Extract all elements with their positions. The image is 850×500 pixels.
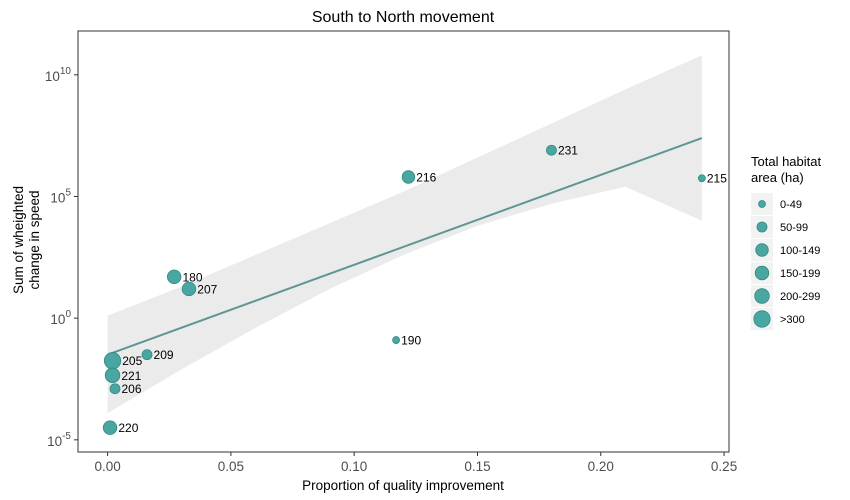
legend-label-1: 50-99 (780, 222, 808, 234)
data-point-label-215: 215 (707, 172, 727, 186)
x-axis: 0.00 0.05 0.10 0.15 0.20 0.25 (94, 452, 737, 474)
data-point-label-205: 205 (122, 354, 142, 368)
trend-line (107, 137, 703, 356)
plot-border (77, 30, 730, 453)
data-point-209 (141, 349, 153, 361)
data-point-label-209: 209 (154, 348, 174, 362)
y-tick-label: 105 (50, 187, 71, 205)
legend-entries: 0-49 50-99 100-149 150-199 200-299 >300 (751, 193, 820, 330)
data-point-205 (103, 352, 122, 370)
data-point-206 (109, 383, 121, 395)
chart-title: South to North movement (312, 9, 495, 26)
legend-key-4 (754, 288, 770, 304)
x-axis-title: Proportion of quality improvement (302, 478, 504, 493)
y-axis-title-line-1: Sum of wheighted (11, 186, 26, 294)
data-point-216 (401, 170, 416, 184)
data-point-label-220: 220 (118, 421, 138, 435)
confidence-band (107, 55, 702, 414)
data-point-label-207: 207 (197, 282, 217, 296)
confidence-band-layer (107, 55, 702, 414)
x-tick-label: 0.20 (588, 459, 614, 474)
data-point-label-216: 216 (416, 171, 436, 185)
data-point-231 (546, 144, 557, 156)
y-axis-title-line-2: change in speed (27, 190, 42, 289)
y-tick-label: 10-5 (47, 431, 71, 449)
y-axis-title: Sum of wheighted change in speed (11, 186, 42, 294)
data-point-180 (166, 269, 182, 284)
data-point-label-231: 231 (558, 144, 578, 158)
data-point-190 (392, 336, 401, 344)
legend-title-line-2: area (ha) (751, 170, 804, 185)
legend-title-line-1: Total habitat (751, 154, 821, 169)
x-tick-label: 0.25 (711, 459, 737, 474)
x-tick-label: 0.05 (218, 459, 244, 474)
data-point-220 (102, 420, 118, 435)
data-point-215 (697, 174, 706, 183)
legend-label-3: 150-199 (780, 268, 820, 280)
data-point-label-206: 206 (121, 382, 141, 396)
x-tick-label: 0.15 (464, 459, 490, 474)
legend-key-2 (755, 243, 769, 257)
x-tick-label: 0.10 (341, 459, 367, 474)
legend-label-4: 200-299 (780, 291, 820, 303)
legend-label-5: >300 (780, 314, 805, 326)
x-tick-label: 0.00 (94, 459, 120, 474)
legend-key-3 (754, 265, 770, 281)
y-axis: 10-5 100 105 1010 (45, 66, 78, 449)
legend-key-1 (756, 221, 768, 233)
legend: Total habitat area (ha) 0-49 50-99 100-149… (751, 154, 821, 330)
y-tick-label: 1010 (45, 66, 72, 84)
data-point-207 (181, 281, 197, 297)
data-point-221 (104, 367, 121, 384)
trend-line-layer (107, 137, 703, 356)
data-point-label-180: 180 (182, 270, 202, 284)
data-point-label-221: 221 (121, 369, 141, 383)
y-tick-label: 100 (50, 309, 71, 327)
legend-key-5 (753, 310, 771, 328)
legend-key-0 (758, 200, 766, 208)
legend-label-0: 0-49 (780, 199, 802, 211)
legend-label-2: 100-149 (780, 245, 820, 257)
data-point-label-190: 190 (401, 334, 421, 348)
